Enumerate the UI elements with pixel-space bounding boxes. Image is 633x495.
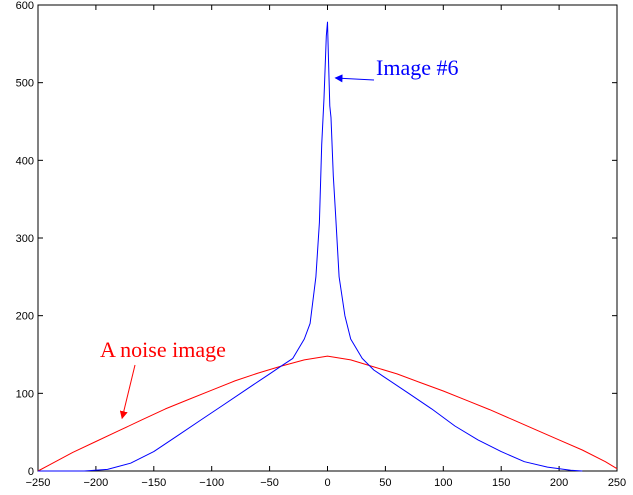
x-tick-label: 0: [324, 477, 330, 489]
series-line-0: [38, 21, 583, 472]
annotation-image-label: Image #6: [376, 55, 458, 80]
plot-lines: [37, 21, 618, 472]
y-tick-label: 0: [28, 466, 34, 478]
x-tick-label: −100: [199, 477, 224, 489]
x-tick-label: −50: [260, 477, 279, 489]
y-tick-label: 400: [16, 155, 34, 167]
x-tick-label: 200: [550, 477, 568, 489]
y-tick-label: 100: [16, 388, 34, 400]
y-tick-label: 600: [16, 0, 34, 12]
y-tick-label: 300: [16, 233, 34, 245]
x-tick-label: 50: [379, 477, 391, 489]
plot-area: [37, 4, 618, 472]
annotations: Image #6 A noise image: [100, 55, 458, 420]
x-tick-label: 100: [434, 477, 452, 489]
x-tick-label: −150: [141, 477, 166, 489]
x-tick-label: 250: [608, 477, 626, 489]
annotation-noise-label: A noise image: [100, 337, 226, 362]
y-axis: 0 100 200 300 400 500 600: [16, 0, 617, 478]
x-tick-label: −250: [26, 477, 51, 489]
annotation-arrow: [119, 364, 136, 420]
y-tick-label: 200: [16, 311, 34, 323]
x-tick-label: −200: [84, 477, 109, 489]
annotation-arrow: [334, 74, 375, 83]
series-line-1: [37, 355, 618, 472]
x-axis: −250 −200 −150 −100 −50 0 50 100 150 200 250: [26, 5, 626, 489]
y-tick-label: 500: [16, 78, 34, 90]
x-tick-label: 150: [492, 477, 510, 489]
